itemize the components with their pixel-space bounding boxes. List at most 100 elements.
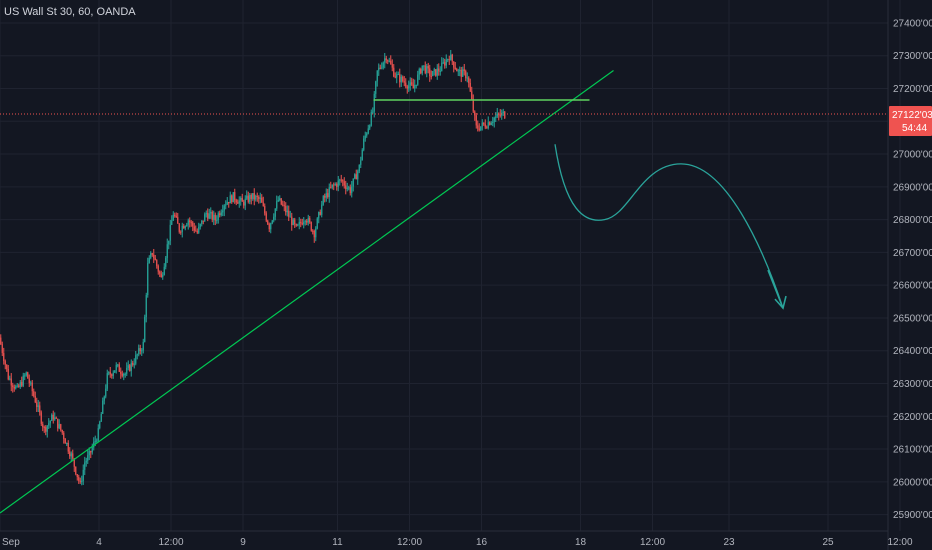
candle-up bbox=[445, 59, 447, 66]
candle-down bbox=[202, 220, 204, 222]
candle-up bbox=[91, 447, 93, 453]
candle-up bbox=[273, 216, 275, 221]
support-trendline[interactable] bbox=[0, 69, 614, 514]
candle-down bbox=[309, 218, 311, 223]
candle-down bbox=[52, 414, 54, 420]
candle-up bbox=[408, 85, 410, 89]
candle-up bbox=[198, 226, 200, 233]
candle-up bbox=[22, 375, 24, 386]
candle-down bbox=[262, 202, 264, 207]
candle-up bbox=[487, 122, 489, 128]
candle-down bbox=[121, 373, 123, 376]
candle-down bbox=[183, 225, 185, 229]
candle-down bbox=[154, 258, 156, 261]
candle-down bbox=[7, 368, 9, 380]
candle-up bbox=[466, 77, 468, 79]
candle-down bbox=[448, 59, 450, 61]
candle-up bbox=[286, 210, 288, 213]
candle-up bbox=[375, 81, 377, 94]
candle-down bbox=[57, 418, 59, 429]
candle-up bbox=[361, 149, 363, 161]
candle-up bbox=[97, 428, 99, 441]
candle-down bbox=[61, 429, 63, 433]
candle-down bbox=[280, 198, 282, 205]
candle-down bbox=[189, 220, 191, 223]
candle-up bbox=[216, 219, 218, 221]
candle-down bbox=[402, 76, 404, 82]
candle-up bbox=[381, 67, 383, 69]
candle-up bbox=[126, 367, 128, 374]
candle-down bbox=[483, 122, 485, 125]
candle-up bbox=[127, 365, 129, 368]
candle-up bbox=[220, 212, 222, 216]
candle-down bbox=[405, 82, 407, 87]
price-tick-label: 27300'00 bbox=[893, 51, 932, 62]
candle-up bbox=[397, 74, 399, 76]
candle-up bbox=[85, 460, 87, 463]
candle-down bbox=[399, 74, 401, 83]
time-tick-label: 12:00 bbox=[887, 537, 912, 548]
candle-down bbox=[45, 427, 47, 432]
candle-up bbox=[459, 69, 461, 71]
candle-down bbox=[73, 458, 75, 467]
candle-down bbox=[234, 192, 236, 201]
candle-up bbox=[388, 60, 390, 62]
candle-down bbox=[393, 67, 395, 77]
candle-up bbox=[346, 187, 348, 189]
candle-up bbox=[492, 121, 494, 124]
candle-up bbox=[297, 224, 299, 226]
candle-up bbox=[357, 171, 359, 180]
candle-down bbox=[264, 206, 266, 214]
candle-down bbox=[3, 353, 5, 362]
candle-up bbox=[162, 275, 164, 278]
candle-up bbox=[382, 62, 384, 68]
candle-up bbox=[226, 201, 228, 205]
time-axis[interactable]: Sep 4 12:00 9 11 12:00 16 18 12:00 23 25 12:00 bbox=[2, 537, 913, 548]
candle-down bbox=[219, 213, 221, 216]
candle-down bbox=[477, 125, 479, 129]
candle-down bbox=[469, 82, 471, 92]
chart-title: US Wall St 30, 60, OANDA bbox=[4, 6, 136, 18]
candle-down bbox=[288, 210, 290, 217]
candle-up bbox=[366, 133, 368, 136]
candle-up bbox=[240, 198, 242, 201]
candle-up bbox=[48, 423, 50, 426]
candle-up bbox=[169, 224, 171, 241]
candle-up bbox=[321, 204, 323, 215]
candle-up bbox=[19, 382, 21, 387]
candle-up bbox=[364, 135, 366, 139]
drawings bbox=[0, 69, 787, 514]
candle-up bbox=[46, 425, 48, 432]
candle-down bbox=[75, 466, 77, 475]
candle-up bbox=[229, 195, 231, 204]
candle-up bbox=[163, 266, 165, 276]
candle-up bbox=[108, 372, 110, 374]
candle-down bbox=[63, 432, 65, 439]
candle-down bbox=[4, 361, 6, 365]
projection-arrow-head-icon bbox=[774, 295, 787, 310]
candle-down bbox=[139, 348, 141, 352]
candle-up bbox=[205, 213, 207, 215]
time-tick-label: 12:00 bbox=[640, 537, 665, 548]
price-tick-label: 27200'00 bbox=[893, 84, 932, 95]
candle-up bbox=[124, 373, 126, 375]
candle-down bbox=[411, 82, 413, 85]
candle-up bbox=[378, 67, 380, 71]
candle-down bbox=[300, 221, 302, 224]
candle-down bbox=[129, 365, 131, 371]
time-tick-label: 18 bbox=[575, 537, 587, 548]
candle-up bbox=[144, 316, 146, 342]
candle-up bbox=[277, 199, 279, 202]
candle-down bbox=[192, 222, 194, 227]
candle-down bbox=[78, 477, 80, 481]
candle-up bbox=[439, 71, 441, 73]
candle-down bbox=[69, 451, 71, 457]
projection-curve[interactable] bbox=[554, 144, 784, 309]
time-tick-label: 16 bbox=[476, 537, 488, 548]
candle-up bbox=[130, 362, 132, 371]
price-tick-label: 27400'00 bbox=[893, 18, 932, 29]
candle-down bbox=[471, 91, 473, 100]
